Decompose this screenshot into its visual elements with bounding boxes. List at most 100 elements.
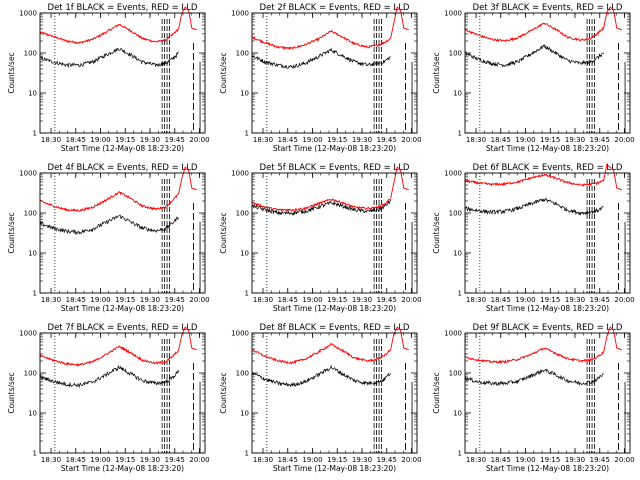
panel-title: Det 9f BLACK = Events, RED = LLD	[473, 323, 623, 333]
y-tick-label: 1000	[444, 330, 462, 338]
y-tick-label: 1000	[444, 170, 462, 178]
x-tick-label: 19:00	[302, 296, 322, 304]
y-tick-label: 1	[245, 290, 249, 298]
x-tick-label: 19:30	[352, 136, 372, 144]
y-tick-label: 10	[28, 90, 37, 98]
x-tick-label: 19:30	[352, 456, 372, 464]
x-axis-label: Start Time (12-May-08 18:23:20)	[486, 464, 609, 473]
lld-series-line	[39, 23, 179, 45]
y-tick-label: 1000	[231, 330, 249, 338]
events-series-line	[39, 364, 179, 389]
y-tick-label: 100	[24, 50, 37, 58]
x-tick-label: 19:15	[327, 296, 347, 304]
y-axis-label: Counts/sec	[7, 212, 16, 253]
x-tick-label: 19:15	[327, 456, 347, 464]
panels-layer: Det 1f BLACK = Events, RED = LLD Counts/s…	[7, 3, 635, 473]
y-axis-label: Counts/sec	[432, 212, 441, 253]
panel-6: Det 6f BLACK = Events, RED = LLD Counts/s…	[432, 163, 635, 313]
y-axis-label: Counts/sec	[219, 372, 228, 413]
y-tick-label: 10	[453, 250, 462, 258]
x-axis-label: Start Time (12-May-08 18:23:20)	[486, 144, 609, 153]
events-series-line	[252, 48, 391, 69]
x-tick-label: 19:45	[590, 136, 610, 144]
x-tick-label: 18:45	[491, 456, 511, 464]
y-tick-label: 1000	[444, 10, 462, 18]
y-tick-label: 10	[240, 90, 249, 98]
y-tick-label: 100	[236, 370, 249, 378]
panel-title: Det 6f BLACK = Events, RED = LLD	[473, 163, 623, 173]
y-tick-label: 10	[28, 250, 37, 258]
y-tick-label: 100	[236, 50, 249, 58]
lld-flare-line	[603, 163, 622, 191]
x-tick-label: 19:00	[515, 136, 535, 144]
y-tick-label: 100	[24, 370, 37, 378]
panel-title: Det 7f BLACK = Events, RED = LLD	[48, 323, 198, 333]
y-axis-label: Counts/sec	[219, 212, 228, 253]
y-tick-label: 1	[245, 450, 249, 458]
y-tick-label: 100	[449, 370, 462, 378]
lld-series-line	[251, 198, 391, 212]
panel-title: Det 1f BLACK = Events, RED = LLD	[48, 3, 198, 13]
x-tick-label: 20:00	[614, 296, 634, 304]
x-tick-label: 19:45	[590, 456, 610, 464]
y-axis-label: Counts/sec	[219, 52, 228, 93]
x-tick-label: 19:15	[540, 136, 560, 144]
x-tick-label: 19:00	[515, 296, 535, 304]
x-axis-label: Start Time (12-May-08 18:23:20)	[486, 304, 609, 313]
x-tick-label: 20:00	[189, 456, 209, 464]
y-tick-label: 1000	[19, 10, 37, 18]
lld-flare-line	[603, 6, 622, 31]
panel-8: Det 8f BLACK = Events, RED = LLD Counts/s…	[219, 323, 422, 473]
x-tick-label: 19:15	[115, 296, 135, 304]
x-tick-label: 19:00	[90, 456, 110, 464]
panel-title: Det 4f BLACK = Events, RED = LLD	[48, 163, 198, 173]
lld-series-line	[251, 343, 391, 365]
x-tick-label: 19:30	[140, 136, 160, 144]
plot-frame	[464, 12, 631, 134]
panel-title: Det 3f BLACK = Events, RED = LLD	[473, 3, 623, 13]
x-tick-label: 19:45	[377, 296, 397, 304]
events-series-line	[464, 44, 604, 68]
x-tick-label: 18:30	[41, 136, 61, 144]
panel-7: Det 7f BLACK = Events, RED = LLD Counts/s…	[7, 323, 210, 473]
lld-series-line	[464, 22, 605, 43]
x-tick-label: 19:00	[302, 136, 322, 144]
x-tick-label: 20:00	[614, 136, 634, 144]
x-tick-label: 18:30	[253, 296, 273, 304]
x-tick-label: 19:45	[165, 136, 185, 144]
y-tick-label: 1000	[231, 10, 249, 18]
events-series-line	[464, 368, 604, 387]
x-tick-label: 19:30	[352, 296, 372, 304]
y-tick-label: 10	[453, 90, 462, 98]
events-series-line	[464, 197, 604, 216]
y-tick-label: 1000	[19, 330, 37, 338]
lld-series-line	[251, 29, 391, 51]
y-tick-label: 1000	[19, 170, 37, 178]
panel-9: Det 9f BLACK = Events, RED = LLD Counts/s…	[432, 323, 635, 473]
events-series-line	[251, 364, 391, 388]
x-tick-label: 19:15	[540, 456, 560, 464]
plot-frame	[39, 332, 206, 454]
x-tick-label: 20:00	[189, 296, 209, 304]
y-tick-label: 10	[453, 410, 462, 418]
y-tick-label: 100	[449, 210, 462, 218]
x-tick-label: 20:00	[614, 456, 634, 464]
y-tick-label: 100	[236, 210, 249, 218]
x-tick-label: 19:15	[115, 136, 135, 144]
y-axis-label: Counts/sec	[432, 52, 441, 93]
x-axis-label: Start Time (12-May-08 18:23:20)	[61, 144, 184, 153]
x-tick-label: 18:30	[466, 296, 486, 304]
x-tick-label: 18:45	[491, 296, 511, 304]
panel-title: Det 8f BLACK = Events, RED = LLD	[260, 323, 410, 333]
plot-frame	[39, 12, 206, 134]
lld-flare-line	[178, 166, 197, 194]
x-tick-label: 18:30	[466, 456, 486, 464]
panel-3: Det 3f BLACK = Events, RED = LLD Counts/s…	[432, 3, 635, 153]
panel-title: Det 5f BLACK = Events, RED = LLD	[260, 163, 410, 173]
lld-flare-line	[178, 6, 197, 31]
panel-title: Det 2f BLACK = Events, RED = LLD	[260, 3, 410, 13]
y-tick-label: 1	[33, 130, 37, 138]
x-tick-label: 19:45	[165, 456, 185, 464]
